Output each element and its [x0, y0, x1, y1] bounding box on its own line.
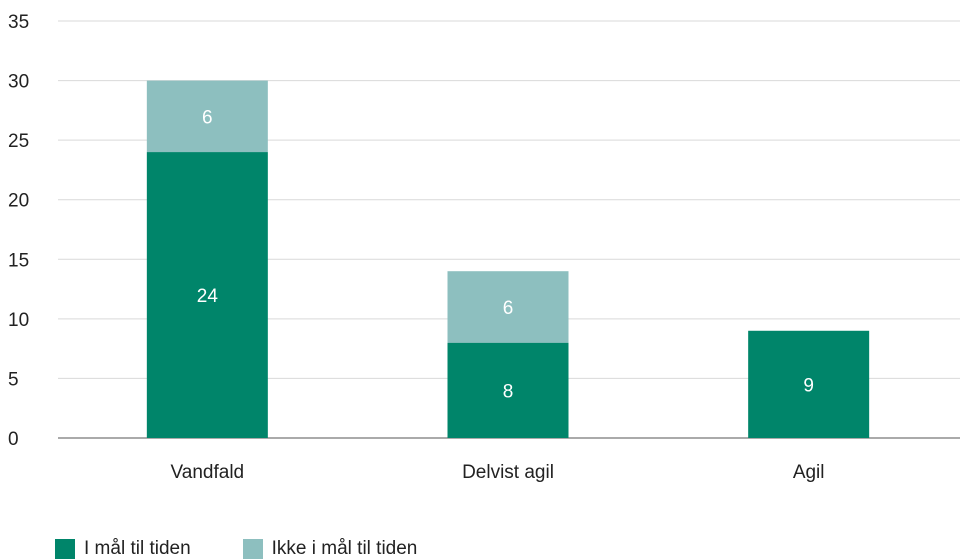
- y-tick-label: 10: [8, 310, 29, 331]
- legend-label-not-on-time: Ikke i mål til tiden: [271, 538, 418, 559]
- category-label: Vandfald: [171, 462, 245, 483]
- y-tick-label: 30: [8, 72, 29, 93]
- legend-swatch-on-time: [55, 539, 75, 559]
- y-tick-label: 5: [8, 369, 19, 390]
- bar-segment-on-time: [146, 152, 268, 439]
- bar-segment-on-time: [748, 330, 870, 438]
- data-label: 8: [503, 381, 514, 402]
- legend-swatch-not-on-time: [242, 539, 263, 559]
- data-label: 9: [803, 375, 814, 396]
- legend-item-not-on-time: Ikke i mål til tiden: [242, 538, 418, 559]
- legend: I mål til tiden Ikke i mål til tiden: [55, 539, 469, 559]
- x-axis: Vandfald Delvist agil Agil: [171, 462, 825, 483]
- y-tick-label: 15: [8, 250, 29, 271]
- category-label: Delvist agil: [462, 462, 554, 483]
- data-label: 6: [202, 107, 213, 128]
- data-label: 6: [503, 298, 514, 319]
- bar-segment-not-on-time: [146, 80, 268, 153]
- stacked-bar-chart: 0 5 10 15 20 25 30 35 24 6 8 6 9 Vandfald Delvist ag…: [8, 12, 960, 483]
- legend-item-on-time: I mål til tiden: [55, 539, 191, 559]
- data-label: 24: [197, 286, 219, 307]
- bar-segment-not-on-time: [447, 271, 569, 343]
- legend-label-on-time: I mål til tiden: [84, 538, 191, 559]
- bars: 24 6 8 6 9: [146, 80, 870, 439]
- y-tick-label: 0: [8, 429, 19, 450]
- y-tick-label: 35: [8, 12, 29, 33]
- y-axis: 0 5 10 15 20 25 30 35: [8, 12, 29, 450]
- y-tick-label: 20: [8, 191, 29, 212]
- bar-segment-on-time: [447, 342, 569, 438]
- y-tick-label: 25: [8, 131, 29, 152]
- category-label: Agil: [793, 462, 825, 483]
